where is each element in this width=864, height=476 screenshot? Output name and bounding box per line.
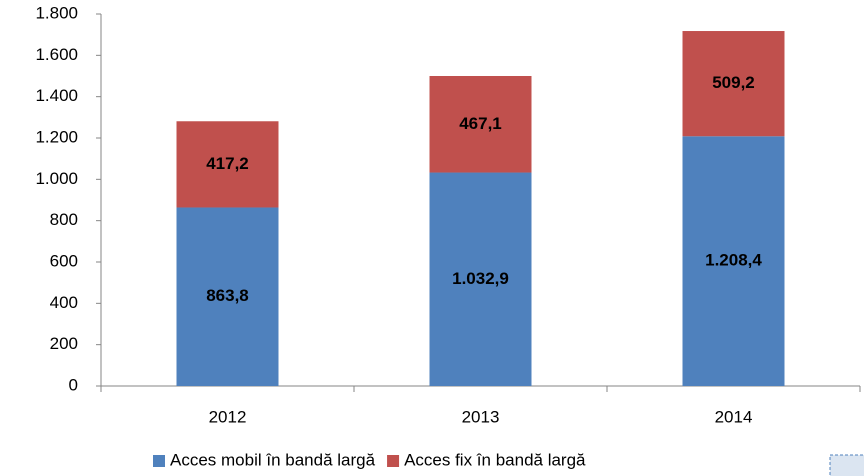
y-tick-label: 1.400 (35, 86, 78, 105)
data-label: 467,1 (459, 114, 502, 133)
bar-segment (176, 207, 279, 386)
y-tick-label: 800 (50, 210, 78, 229)
legend-swatch (387, 455, 400, 467)
data-label: 417,2 (206, 154, 249, 173)
y-tick-label: 600 (50, 251, 78, 270)
y-tick-label: 1.800 (35, 3, 78, 22)
data-label: 863,8 (206, 286, 249, 305)
y-tick-label: 0 (69, 375, 78, 394)
legend-label: Acces mobil în bandă largă (170, 450, 376, 469)
bar-segment (429, 76, 532, 173)
data-label: 509,2 (712, 73, 755, 92)
y-tick-label: 400 (50, 293, 78, 312)
bar-segment (682, 31, 785, 137)
data-label: 1.208,4 (705, 251, 762, 270)
x-tick-label: 2013 (462, 407, 500, 426)
bar-segment (682, 136, 785, 386)
y-tick-label: 200 (50, 334, 78, 353)
y-tick-label: 1.600 (35, 45, 78, 64)
decoration-box (829, 454, 864, 476)
bar-segment (176, 121, 279, 208)
legend-label: Acces fix în bandă largă (404, 450, 586, 469)
bar-segment (429, 172, 532, 386)
x-tick-label: 2014 (715, 407, 753, 426)
legend-swatch (153, 455, 165, 467)
x-tick-label: 2012 (209, 407, 247, 426)
data-label: 1.032,9 (452, 269, 509, 288)
y-tick-label: 1.200 (35, 127, 78, 146)
y-tick-label: 1.000 (35, 169, 78, 188)
